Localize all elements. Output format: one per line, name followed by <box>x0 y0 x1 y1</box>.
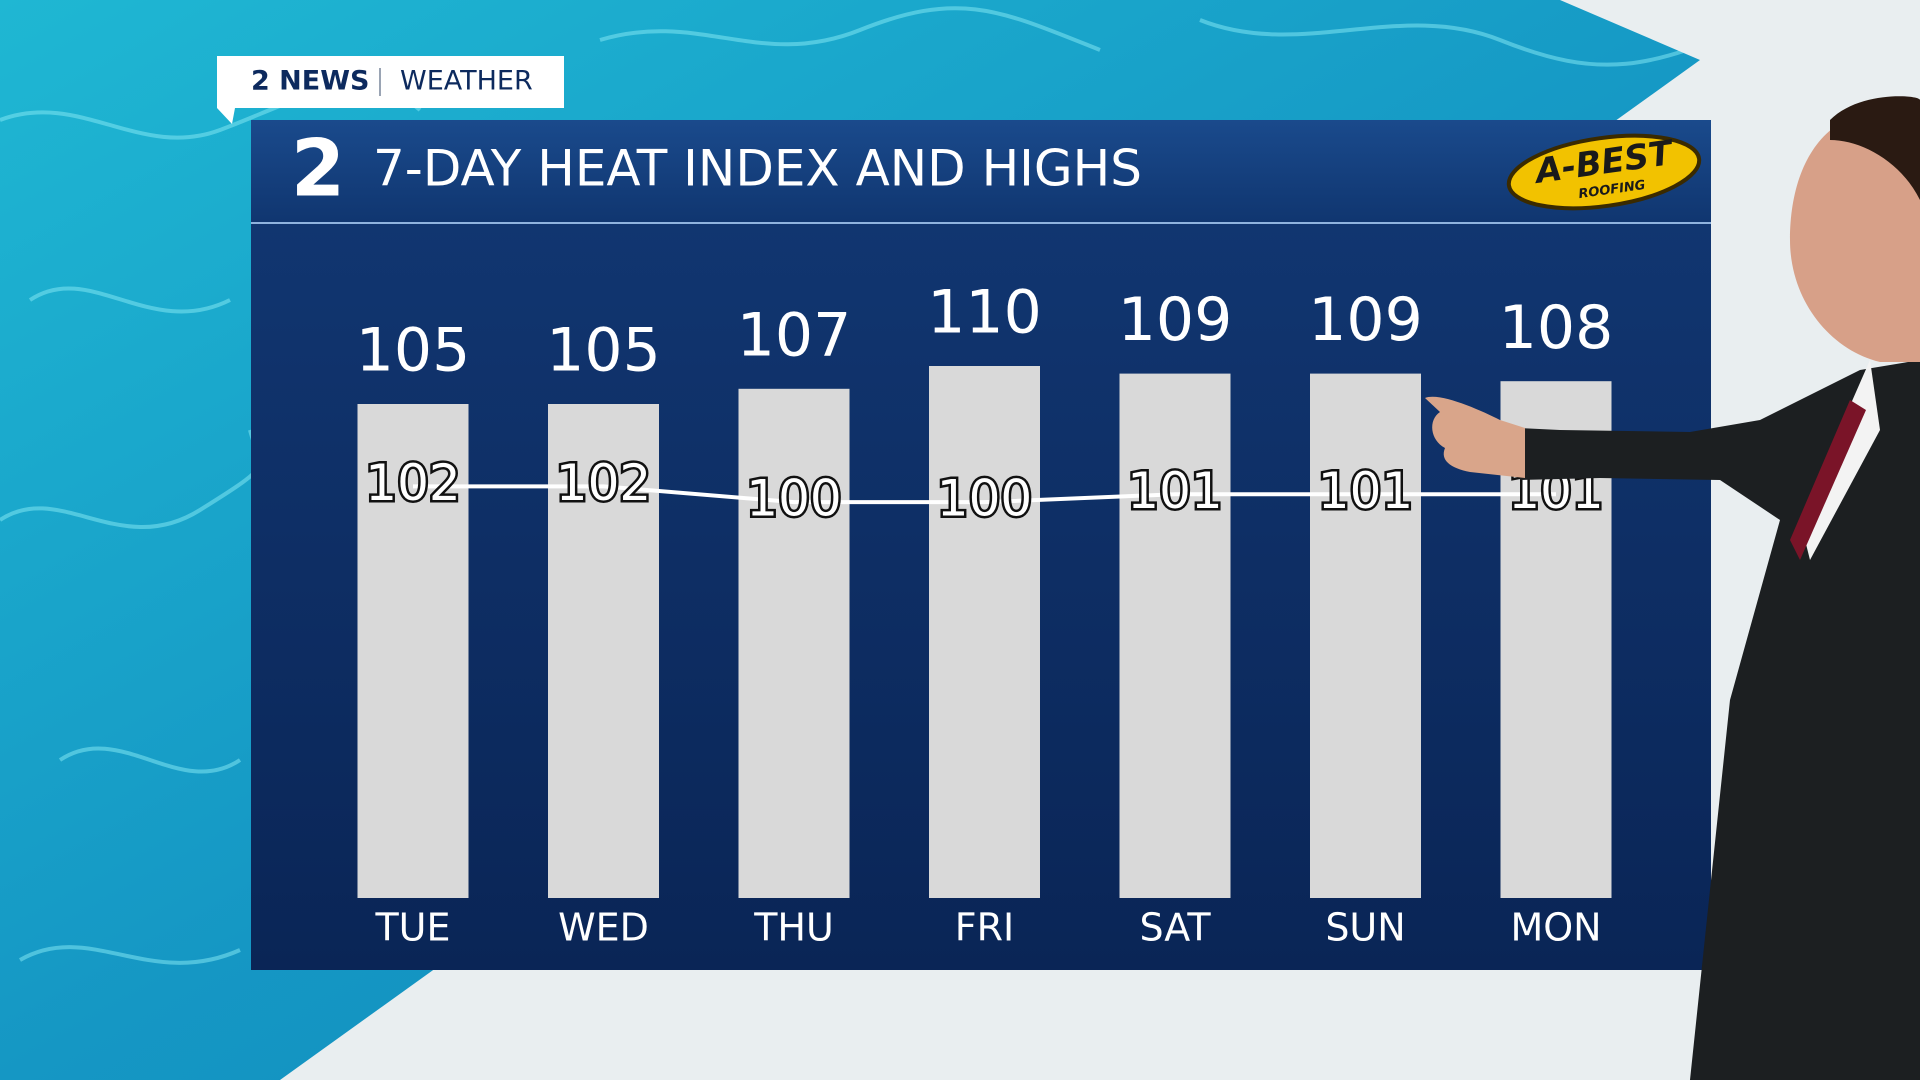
line-value-label: 101 <box>1127 462 1222 520</box>
tab-box <box>217 56 564 108</box>
bar <box>929 366 1040 898</box>
bar-value-label: 107 <box>737 300 852 370</box>
sponsor-badge <box>1506 133 1702 211</box>
bar-value-label: 105 <box>356 316 471 386</box>
tab-tail <box>217 108 235 124</box>
highs-line <box>413 484 1556 505</box>
presenter-hand <box>1425 396 1525 478</box>
presenter-face <box>1790 100 1920 362</box>
presenter-hair <box>1830 96 1920 200</box>
line-value-label: 102 <box>365 454 460 512</box>
presenter <box>1425 96 1920 1080</box>
x-tick-label: MON <box>1510 906 1601 950</box>
presenter-tie <box>1790 400 1866 560</box>
bar-value-label: 109 <box>1118 285 1233 355</box>
x-tick-label: TUE <box>374 906 450 950</box>
bar-value-label: 105 <box>546 316 661 386</box>
x-tick-label: SUN <box>1325 906 1405 950</box>
bar <box>738 388 850 898</box>
x-tick-label: THU <box>753 906 834 950</box>
line-value-label: 101 <box>1318 462 1413 520</box>
x-tick-label: FRI <box>955 906 1014 950</box>
bar-value-label: 109 <box>1308 285 1423 355</box>
title-band <box>251 120 1711 222</box>
station-logo: 2 <box>291 124 345 214</box>
brand-tab: 2 NEWS WEATHER <box>217 56 564 124</box>
line-value-label: 100 <box>746 470 841 528</box>
x-tick-label: SAT <box>1139 906 1211 950</box>
station-name: 2 NEWS <box>251 66 369 97</box>
bar <box>1310 373 1421 899</box>
bar-value-label: 108 <box>1499 293 1614 363</box>
sponsor-logo: A-BEST ROOFING <box>1506 133 1702 211</box>
bar <box>1119 373 1231 899</box>
line-value-label: 100 <box>937 470 1032 528</box>
section-name: WEATHER <box>400 66 533 97</box>
line-value-label: 102 <box>556 454 651 512</box>
chart-title: 7-DAY HEAT INDEX AND HIGHS <box>373 140 1142 198</box>
x-tick-label: WED <box>558 906 649 950</box>
bar-value-label: 110 <box>927 278 1042 348</box>
